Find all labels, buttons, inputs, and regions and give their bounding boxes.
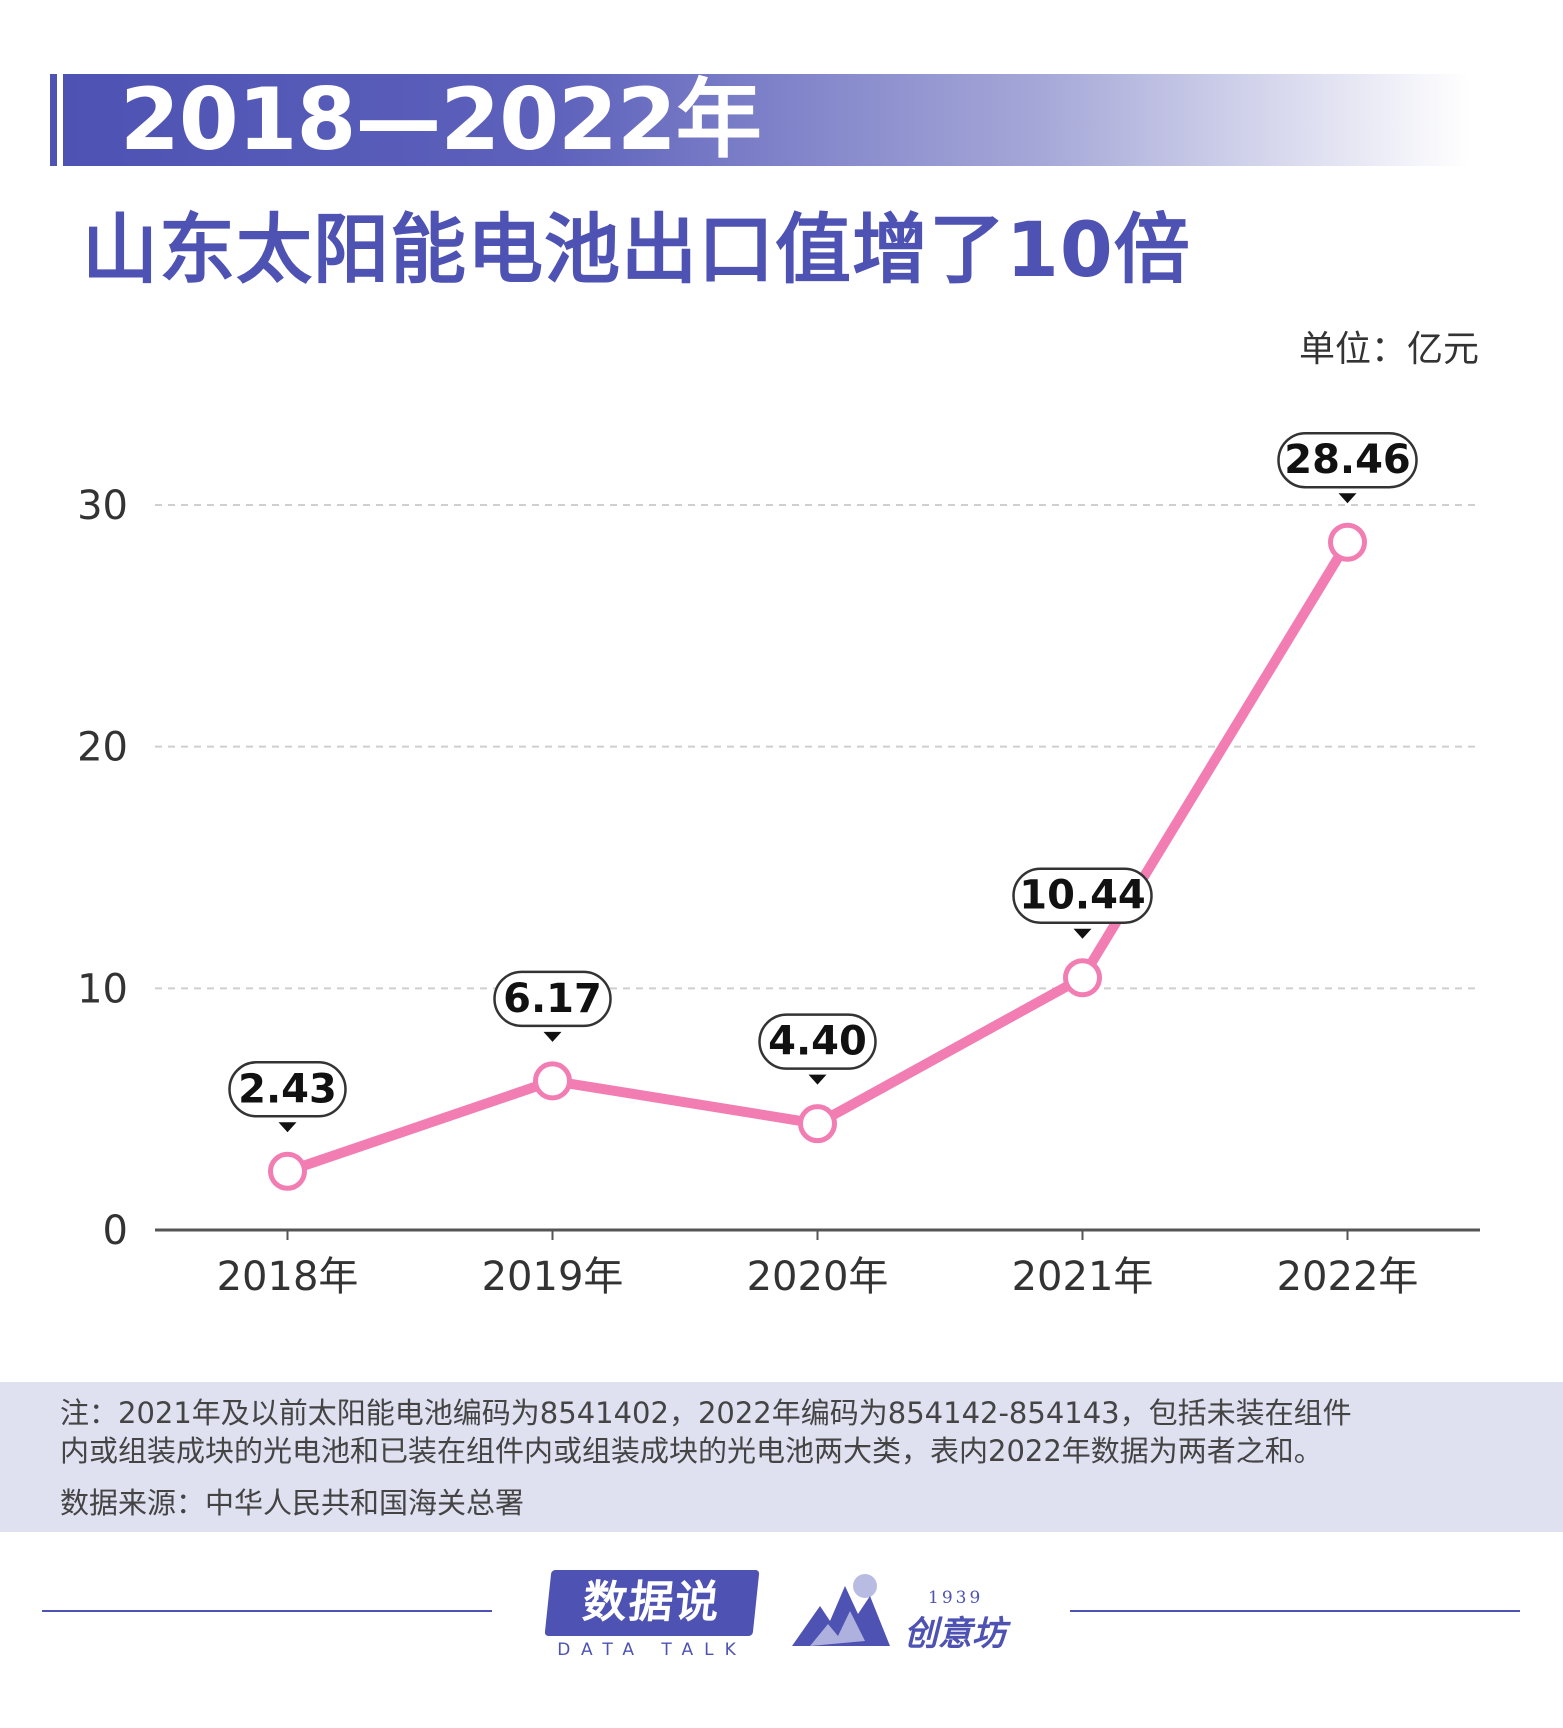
- data-label-bubble: [1277, 431, 1418, 489]
- logo-year: 1939: [928, 1588, 984, 1608]
- data-label-pointer: [1338, 493, 1357, 504]
- label-layer: 2.43 6.17 4.40 10.44 28.46: [228, 431, 1418, 1133]
- footer-divider-right: [1070, 1610, 1520, 1612]
- data-label-bubble: [1012, 867, 1153, 924]
- data-label-bubble: [758, 1013, 877, 1070]
- y-tick-label: 20: [77, 725, 128, 771]
- y-tick-label: 0: [103, 1208, 128, 1254]
- data-talk-logo-subtitle: DATA TALK: [557, 1640, 747, 1660]
- data-label-pointer: [278, 1122, 297, 1133]
- logo-name: 创意坊: [904, 1614, 1006, 1654]
- data-label-pointer: [1073, 928, 1092, 939]
- y-tick-label: 10: [77, 966, 128, 1012]
- data-label: 4.40: [758, 1013, 877, 1085]
- chuangyifang-logo-icon: [792, 1574, 890, 1646]
- title-banner-stripe: [50, 74, 57, 166]
- y-tick-label: 30: [77, 483, 128, 529]
- data-label-pointer: [808, 1074, 827, 1085]
- data-label-text: 6.17: [503, 976, 602, 1022]
- x-tick-label: 2022年: [1277, 1254, 1419, 1300]
- data-label: 28.46: [1277, 431, 1418, 504]
- line-chart: 0 10 20 30 2018年 2019年 2020年 2021年 2022年 2.43 6.1…: [77, 431, 1480, 1300]
- data-label-bubble: [493, 970, 612, 1028]
- title-banner: [50, 74, 1470, 166]
- data-point: [1328, 522, 1367, 562]
- data-point: [533, 1061, 572, 1101]
- data-point: [268, 1151, 307, 1191]
- data-label-text: 4.40: [768, 1019, 867, 1065]
- data-label: 2.43: [228, 1061, 347, 1133]
- title-banner-stripe: [63, 74, 70, 166]
- x-tick-label: 2018年: [217, 1254, 359, 1300]
- note-line-1: 注：2021年及以前太阳能电池编码为8541402，2022年编码为854142…: [60, 1396, 1352, 1430]
- data-label-pointer: [543, 1031, 562, 1042]
- data-label-text: 28.46: [1284, 437, 1411, 483]
- note-line-2: 内或组装成块的光电池和已装在组件内或组装成块的光电池两大类，表内2022年数据为…: [60, 1434, 1323, 1468]
- data-label-text: 2.43: [238, 1066, 337, 1112]
- data-label-text: 10.44: [1019, 873, 1146, 919]
- data-point: [1063, 958, 1102, 998]
- axis-layer: 0 10 20 30 2018年 2019年 2020年 2021年 2022年: [77, 483, 1480, 1300]
- data-point: [798, 1104, 837, 1144]
- data-label: 10.44: [1012, 867, 1153, 939]
- footer-divider-left: [42, 1610, 492, 1612]
- data-label: 6.17: [493, 970, 612, 1042]
- x-tick-label: 2021年: [1012, 1254, 1154, 1300]
- source-note: 数据来源：中华人民共和国海关总署: [60, 1486, 525, 1520]
- x-tick-label: 2020年: [747, 1254, 889, 1300]
- data-talk-logo: 数据说: [544, 1570, 760, 1636]
- data-label-bubble: [228, 1061, 347, 1118]
- note-box: 注：2021年及以前太阳能电池编码为8541402，2022年编码为854142…: [0, 1382, 1563, 1532]
- unit-label: 单位：亿元: [1298, 329, 1479, 370]
- page-title-line2: 山东太阳能电池出口值增了10倍: [82, 205, 1191, 294]
- grid-layer: [155, 504, 1480, 990]
- x-tick-label: 2019年: [482, 1254, 624, 1300]
- page-title-line1: 2018—2022年: [120, 70, 762, 170]
- series-layer: [268, 522, 1367, 1191]
